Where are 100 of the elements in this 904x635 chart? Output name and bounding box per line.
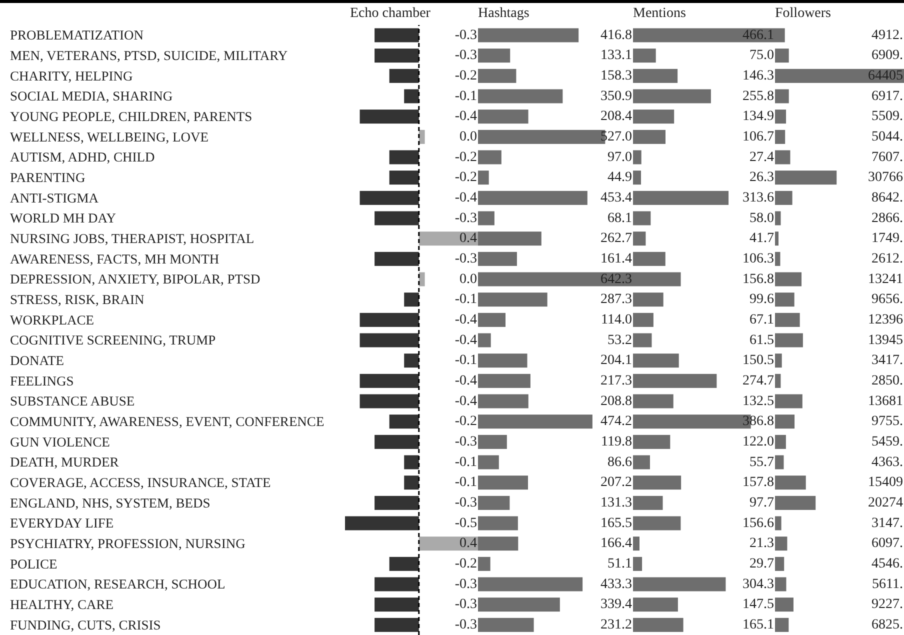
bar bbox=[478, 170, 489, 185]
bar bbox=[478, 394, 528, 408]
bar bbox=[478, 598, 560, 612]
data-label: 5459. bbox=[872, 434, 903, 450]
bar bbox=[633, 312, 654, 327]
data-label: 350.9 bbox=[600, 88, 632, 104]
y-tick-label: COGNITIVE SCREENING, TRUMP bbox=[10, 332, 216, 348]
data-label: 21.3 bbox=[750, 536, 774, 552]
data-label: 642.3 bbox=[600, 272, 632, 287]
y-tick-label: MEN, VETERANS, PTSD, SUICIDE, MILITARY bbox=[10, 48, 288, 63]
data-label: -0.4 bbox=[454, 312, 477, 328]
data-label: 1749. bbox=[872, 231, 903, 246]
y-tick-label: WELLNESS, WELLBEING, LOVE bbox=[10, 129, 208, 144]
bar bbox=[478, 110, 528, 124]
data-label: 274.7 bbox=[742, 373, 774, 388]
bar bbox=[633, 434, 670, 449]
bar bbox=[775, 312, 800, 327]
bar bbox=[775, 556, 784, 571]
data-label: -0.1 bbox=[454, 454, 477, 470]
data-label: 97.7 bbox=[750, 495, 774, 510]
data-label: 204.1 bbox=[600, 353, 632, 368]
data-label: 122.0 bbox=[742, 434, 774, 450]
data-label: 208.4 bbox=[600, 109, 632, 124]
data-label: 55.7 bbox=[750, 454, 774, 470]
data-label: 5044. bbox=[872, 129, 903, 144]
data-label: 433.3 bbox=[600, 576, 632, 592]
bar bbox=[775, 598, 794, 612]
data-label: 416.8 bbox=[600, 28, 632, 43]
y-tick-label: PARENTING bbox=[10, 170, 86, 185]
bar bbox=[478, 455, 499, 470]
data-label: 67.1 bbox=[750, 312, 774, 328]
bar bbox=[775, 476, 806, 490]
data-label: 4912. bbox=[872, 28, 903, 43]
bar bbox=[775, 232, 779, 246]
y-tick-label: WORKPLACE bbox=[10, 312, 94, 328]
y-tick-label: AWARENESS, FACTS, MH MONTH bbox=[10, 251, 220, 266]
data-label: 20274 bbox=[868, 495, 903, 510]
data-label: 157.8 bbox=[742, 475, 774, 490]
bar bbox=[775, 577, 786, 592]
bar bbox=[775, 394, 802, 408]
y-tick-label: POLICE bbox=[10, 556, 58, 572]
data-label: 6917. bbox=[872, 88, 903, 104]
bar bbox=[478, 476, 528, 490]
bar bbox=[478, 516, 518, 530]
bar bbox=[478, 414, 592, 429]
data-label: 27.4 bbox=[750, 150, 774, 165]
data-label: 106.7 bbox=[742, 129, 774, 144]
data-label: -0.3 bbox=[454, 617, 477, 632]
data-label: 313.6 bbox=[742, 190, 774, 206]
y-tick-label: DEPRESSION, ANXIETY, BIPOLAR, PTSD bbox=[10, 272, 261, 287]
bar bbox=[633, 252, 666, 266]
bar bbox=[633, 333, 652, 348]
data-label: -0.3 bbox=[454, 28, 477, 43]
bar bbox=[478, 68, 516, 83]
y-tick-label: EDUCATION, RESEARCH, SCHOOL bbox=[10, 576, 226, 592]
data-label: 15409 bbox=[868, 475, 903, 490]
bar bbox=[633, 536, 640, 551]
data-label: -0.2 bbox=[454, 414, 477, 430]
data-label: 304.3 bbox=[742, 576, 774, 592]
y-tick-label: HEALTHY, CARE bbox=[10, 597, 114, 612]
data-label: 51.1 bbox=[608, 556, 632, 572]
y-tick-label: COMMUNITY, AWARENESS, EVENT, CONFERENCE bbox=[10, 414, 324, 429]
data-label: 217.3 bbox=[600, 373, 632, 388]
data-label: -0.4 bbox=[454, 394, 477, 409]
data-label: 3417. bbox=[872, 353, 903, 368]
data-label: 134.9 bbox=[742, 109, 774, 124]
data-label: 41.7 bbox=[750, 231, 774, 246]
data-label: -0.3 bbox=[454, 251, 477, 266]
bar bbox=[775, 414, 795, 429]
data-label: 161.4 bbox=[600, 251, 632, 266]
data-label: 68.1 bbox=[608, 210, 632, 226]
data-label: 6909. bbox=[872, 48, 903, 64]
data-label: 58.0 bbox=[750, 210, 774, 226]
data-label: 231.2 bbox=[600, 617, 632, 632]
data-label: -0.2 bbox=[454, 556, 477, 572]
data-label: 166.4 bbox=[600, 536, 632, 552]
data-label: -0.5 bbox=[454, 516, 477, 531]
data-label: -0.1 bbox=[454, 475, 477, 490]
data-label: 2866. bbox=[872, 210, 903, 226]
data-label: 150.5 bbox=[742, 353, 774, 368]
bar bbox=[633, 394, 674, 408]
chart-title: Followers bbox=[775, 6, 831, 22]
bar bbox=[775, 434, 786, 449]
data-label: 9227. bbox=[872, 597, 903, 612]
data-label: 0.4 bbox=[460, 231, 477, 246]
bar bbox=[633, 211, 651, 226]
bar bbox=[633, 292, 664, 307]
bar bbox=[775, 252, 780, 266]
bar bbox=[775, 618, 789, 632]
bar bbox=[775, 272, 802, 286]
data-label: 13945 bbox=[868, 332, 903, 348]
data-label: -0.2 bbox=[454, 68, 477, 84]
data-label: 474.2 bbox=[600, 414, 632, 430]
bar bbox=[775, 110, 786, 124]
bar bbox=[775, 333, 803, 348]
data-label: 64405 bbox=[868, 68, 903, 84]
data-label: -0.3 bbox=[454, 495, 477, 510]
data-label: -0.1 bbox=[454, 292, 477, 308]
bar bbox=[478, 48, 510, 63]
y-tick-label: WORLD MH DAY bbox=[10, 210, 116, 226]
